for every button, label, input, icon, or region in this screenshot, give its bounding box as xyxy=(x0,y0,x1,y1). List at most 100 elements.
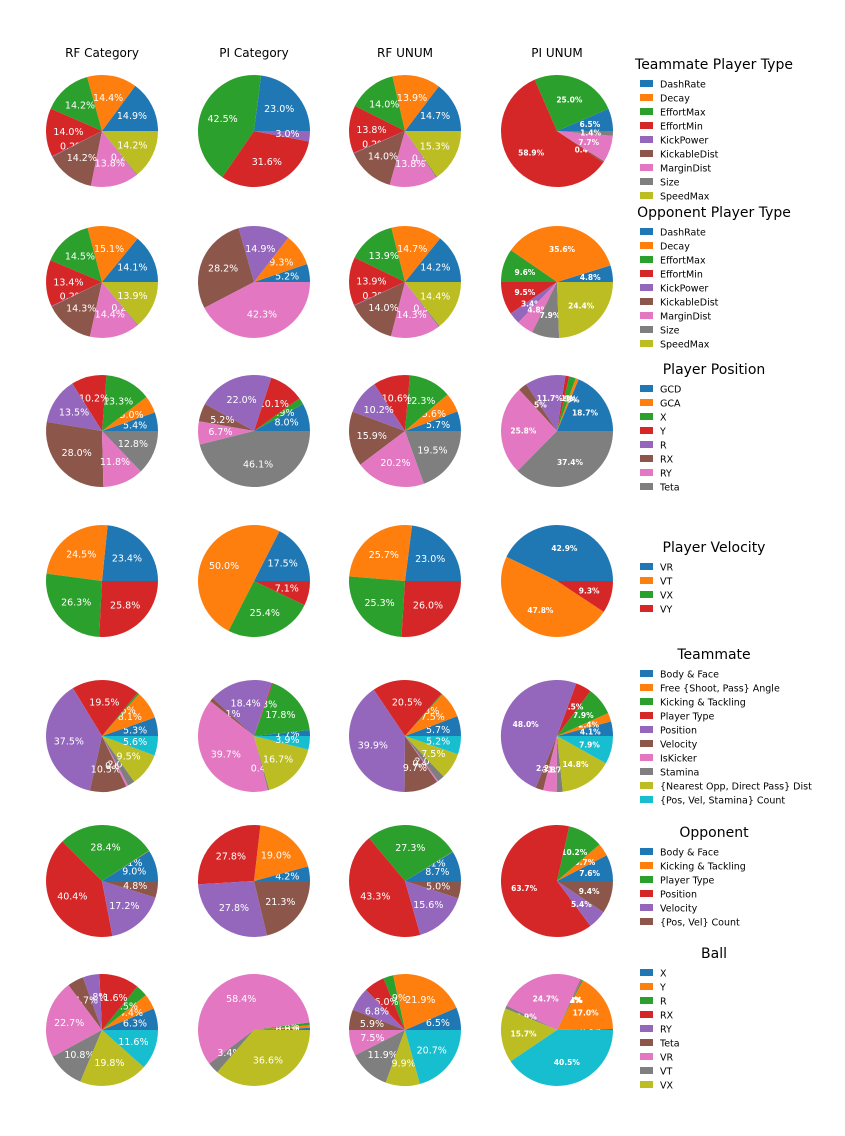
legend-entry-position: Position xyxy=(660,726,697,737)
pie-slice-velocity xyxy=(210,698,254,736)
pie-slice-kicking-tackling xyxy=(557,691,609,736)
slice-label-vx: 9.9% xyxy=(392,1059,416,1070)
pie-slice-player-type xyxy=(254,682,273,736)
slice-label-y: 4.4% xyxy=(119,1008,143,1019)
legend-swatch xyxy=(640,1011,653,1018)
pie-slice-pos-vel-count xyxy=(102,881,158,898)
slice-label-margindist: 4.8% xyxy=(527,306,548,315)
pie-player-position-pi-unum: 18.7% 0.9%1.9%1.1%11.7%2.5% 25.8% 37.4% xyxy=(500,375,613,488)
pie-slice-kickpower xyxy=(238,225,289,282)
column-title-rf-category: RF Category xyxy=(65,46,139,60)
slice-label-nearest-opp-direct-pass-dist: 7.5% xyxy=(421,749,445,760)
legend-entry-pos-vel-count: {Pos, Vel} Count xyxy=(660,918,740,929)
pie-slice-vy xyxy=(557,581,613,612)
legend-entry-speedmax: SpeedMax xyxy=(660,192,710,203)
pie-player-position-rf-unum: 5.7%5.6% 12.3%10.6%10.2% 15.9% 20.2% 19.5% xyxy=(348,375,461,488)
legend-swatch xyxy=(640,399,653,406)
pie-slice-decay xyxy=(510,225,611,282)
pie-slice-kicking-tackling xyxy=(102,692,139,736)
slice-label-margindist: 13.8% xyxy=(395,159,425,170)
slice-label-velocity: 2.2% xyxy=(536,764,557,773)
pie-slice-effortmin xyxy=(501,282,557,314)
legend-swatch xyxy=(640,1067,653,1074)
pie-slice-speedmax xyxy=(405,131,461,177)
legend-swatch xyxy=(640,150,653,157)
legend-swatch xyxy=(640,969,653,976)
legend-swatch xyxy=(640,997,653,1004)
pie-slice-pos-vel-stamina-count xyxy=(102,736,158,756)
pie-slice-free-shoot-pass-angle xyxy=(405,694,458,736)
legend-entry-r: R xyxy=(660,997,667,1008)
slice-label-size: 1.4% xyxy=(580,128,601,137)
pie-slice-kicking-tackling xyxy=(405,693,443,736)
pie-opponent-player-type-rf-unum: 14.2%14.7%13.9%13.9%0.2%14.0%14.3%0.3%14… xyxy=(349,226,461,339)
pie-slice-r xyxy=(204,375,272,431)
slice-label-ry: 4.8% xyxy=(83,992,107,1003)
slice-label-free-shoot-pass-angle: 2.4% xyxy=(578,721,599,730)
slice-label-player-type: 4.5% xyxy=(563,702,584,711)
slice-label-decay: 14.7% xyxy=(397,244,427,255)
pie-slice-kicking-tackling xyxy=(557,844,607,881)
legend-swatch xyxy=(640,1039,653,1046)
legend-entry-vy: VY xyxy=(660,605,672,616)
pie-slice-dashrate xyxy=(254,264,310,282)
slice-label-vt: 10.8% xyxy=(64,1050,94,1061)
legend-title: Player Velocity xyxy=(663,540,766,556)
legend-entry-r: R xyxy=(660,441,667,452)
pie-slice-vx xyxy=(349,576,405,637)
legend-swatch xyxy=(640,441,653,448)
slice-label-teta: 5.9% xyxy=(360,1019,384,1030)
pie-player-velocity-rf-category: 23.4% 24.5% 26.3% 25.8% xyxy=(46,524,158,638)
pie-slice-teta xyxy=(405,431,461,484)
slice-label-size: 0.3% xyxy=(413,304,437,315)
slice-label-kickabledist: 28.2% xyxy=(208,264,238,275)
legend-entry-gca: GCA xyxy=(660,399,681,410)
legend-swatch xyxy=(640,904,653,911)
pie-slice-kickabledist xyxy=(557,131,605,163)
slice-label-effortmin: 58.9% xyxy=(518,148,545,157)
slice-label-vr: 7.5% xyxy=(360,1033,384,1044)
legend-entry-kicking-tackling: Kicking & Tackling xyxy=(660,862,746,873)
legend-entry-vx: VX xyxy=(660,591,673,602)
slice-label-decay: 35.6% xyxy=(549,245,576,254)
pie-slice-velocity xyxy=(404,736,438,793)
slice-label-effortmax: 14.2% xyxy=(65,101,95,112)
legend-entry-rx: RX xyxy=(660,1011,674,1022)
pie-slice-pos-vel-count xyxy=(405,881,461,899)
legend-swatch xyxy=(640,385,653,392)
slice-label-pos-vel-count: 9.4% xyxy=(579,887,600,896)
slice-label-ry: 6.7% xyxy=(208,427,232,438)
slice-label-dashrate: 14.7% xyxy=(420,111,450,122)
pie-slice-nearest-opp-direct-pass-dist xyxy=(102,736,155,782)
legend-swatch xyxy=(640,782,653,789)
pie-slice-body-face xyxy=(254,730,310,736)
pie-slice-teta xyxy=(349,1009,405,1030)
legend-swatch xyxy=(640,563,653,570)
slice-label-effortmax: 14.5% xyxy=(65,252,95,263)
pie-slice-player-type xyxy=(557,683,591,736)
slice-label-teta: 37.4% xyxy=(557,458,584,467)
pie-slice-gcd xyxy=(102,412,158,431)
slice-label-vx: 36.6% xyxy=(253,1056,283,1067)
legend-swatch xyxy=(640,796,653,803)
pie-slice-decay xyxy=(392,75,439,131)
slice-label-r: 0.8% xyxy=(275,1021,299,1032)
slice-label-body-face: 4.2% xyxy=(275,872,299,883)
slice-label-dashrate: 14.2% xyxy=(420,262,450,273)
legend-entry-free-shoot-pass-angle: Free {Shoot, Pass} Angle xyxy=(660,684,780,695)
slice-label-vr: 23.0% xyxy=(415,554,445,565)
pie-slice-speedmax xyxy=(405,282,461,327)
slice-label-iskicker: 3.8% xyxy=(542,765,563,774)
legend-swatch xyxy=(640,726,653,733)
pie-slice-vr xyxy=(254,531,310,581)
pie-slice-body-face xyxy=(102,717,158,736)
pie-slice-effortmin xyxy=(46,108,102,157)
slice-label-y: 21.9% xyxy=(405,995,435,1006)
slice-label-pos-vel-stamina-count: 5.6% xyxy=(123,737,147,748)
pie-opponent-player-type-pi-category: 5.2% 9.3% 14.9% 28.2% 42.3% xyxy=(197,225,310,338)
pie-slice-pos-vel-stamina-count xyxy=(254,736,310,750)
slice-label-stamina: 2.0% xyxy=(415,757,439,768)
legend-entry-gcd: GCD xyxy=(660,385,681,396)
legend-swatch xyxy=(640,1081,653,1088)
